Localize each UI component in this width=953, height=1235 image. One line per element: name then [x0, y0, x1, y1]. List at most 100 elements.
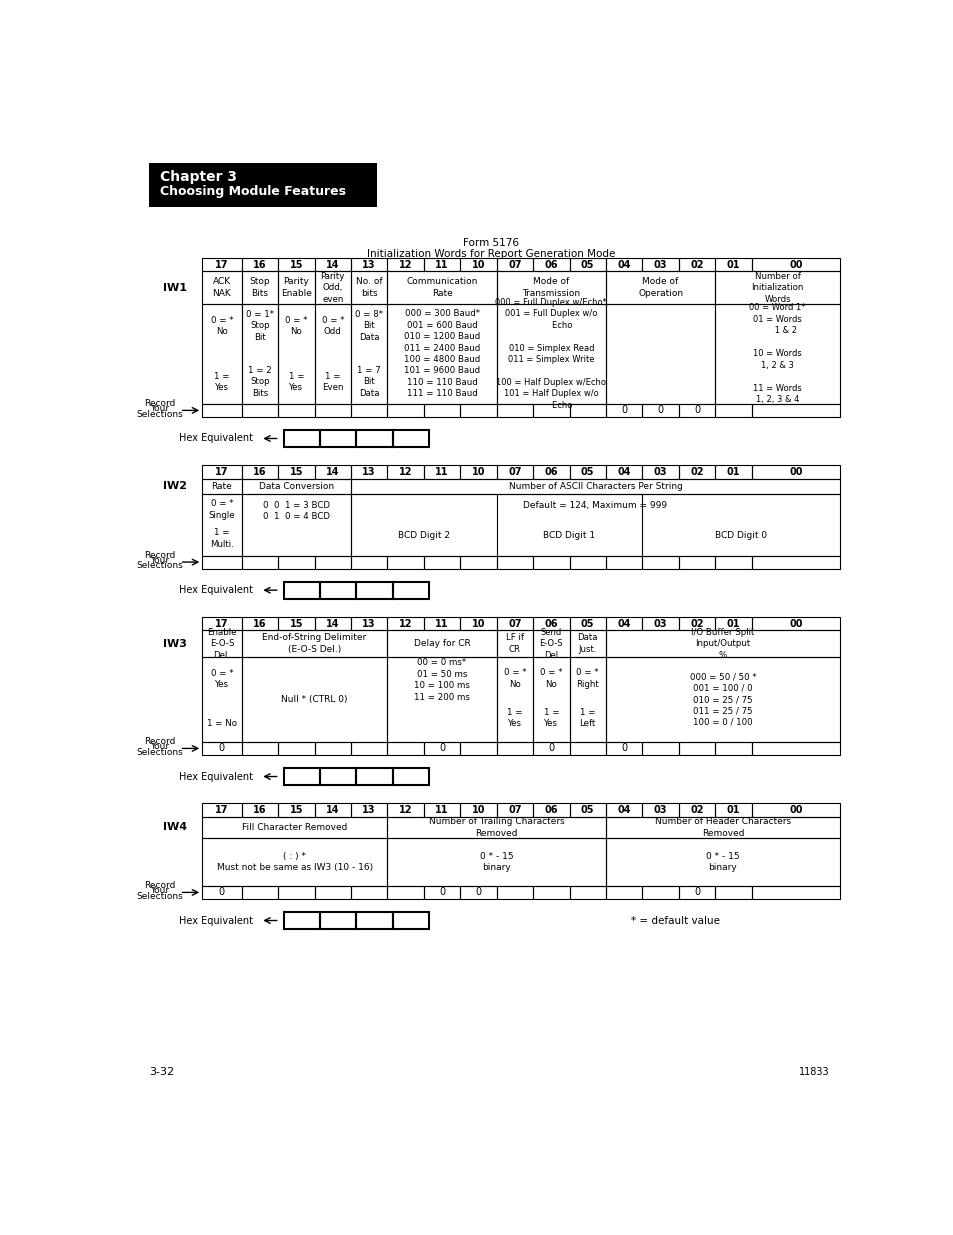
- Bar: [202, 258, 241, 272]
- Bar: [351, 556, 387, 568]
- Bar: [278, 556, 314, 568]
- Bar: [569, 657, 605, 742]
- Bar: [679, 618, 715, 630]
- Text: 17: 17: [215, 259, 229, 270]
- Bar: [497, 618, 533, 630]
- Bar: [314, 556, 351, 568]
- Text: Form 5176: Form 5176: [463, 238, 518, 248]
- Bar: [202, 885, 241, 899]
- Text: Fill Character Removed: Fill Character Removed: [242, 823, 347, 832]
- Bar: [202, 839, 387, 885]
- Text: Communication
Rate: Communication Rate: [406, 278, 477, 298]
- Bar: [641, 885, 679, 899]
- Text: 0 = *
No: 0 = * No: [285, 315, 307, 336]
- Text: 01: 01: [726, 805, 740, 815]
- Text: Rate: Rate: [212, 482, 233, 490]
- Text: 04: 04: [617, 619, 630, 629]
- Bar: [751, 804, 840, 816]
- Bar: [387, 618, 423, 630]
- Text: 0 * - 15
binary: 0 * - 15 binary: [705, 852, 739, 872]
- Bar: [605, 804, 641, 816]
- Bar: [533, 657, 569, 742]
- Bar: [497, 272, 605, 304]
- Bar: [497, 657, 533, 742]
- Bar: [202, 556, 241, 568]
- Text: Parity
Odd,
even: Parity Odd, even: [320, 272, 345, 304]
- Text: 0 = *
Odd: 0 = * Odd: [321, 315, 344, 336]
- Bar: [278, 466, 314, 478]
- Text: 0: 0: [218, 743, 225, 753]
- Text: 11: 11: [435, 259, 448, 270]
- Bar: [533, 556, 569, 568]
- Bar: [356, 768, 393, 785]
- Bar: [423, 466, 459, 478]
- Bar: [241, 404, 278, 417]
- Bar: [751, 618, 840, 630]
- Bar: [314, 885, 351, 899]
- Bar: [387, 466, 423, 478]
- Bar: [459, 556, 497, 568]
- Text: 0 = *
No: 0 = * No: [503, 668, 526, 689]
- Bar: [459, 258, 497, 272]
- Bar: [423, 258, 459, 272]
- Text: 0 = *
No: 0 = * No: [211, 315, 233, 336]
- Text: Number of ASCII Characters Per String: Number of ASCII Characters Per String: [508, 482, 681, 490]
- Bar: [393, 768, 429, 785]
- Bar: [319, 582, 356, 599]
- Bar: [679, 742, 715, 755]
- Bar: [641, 556, 679, 568]
- Text: Record: Record: [144, 399, 175, 408]
- Text: 0 = *
Right: 0 = * Right: [576, 668, 598, 689]
- Text: 1 =
Yes: 1 = Yes: [289, 372, 304, 391]
- Text: 00: 00: [788, 467, 801, 477]
- Bar: [278, 742, 314, 755]
- Bar: [202, 657, 241, 742]
- Text: Send
E-O-S
Del: Send E-O-S Del: [539, 627, 562, 659]
- Text: 15: 15: [290, 805, 303, 815]
- Bar: [351, 404, 387, 417]
- Bar: [715, 885, 751, 899]
- Text: 05: 05: [580, 805, 594, 815]
- Bar: [459, 885, 497, 899]
- Text: 1 =
Yes: 1 = Yes: [543, 708, 558, 729]
- Text: 12: 12: [398, 467, 412, 477]
- Bar: [393, 911, 429, 929]
- Bar: [278, 404, 314, 417]
- Bar: [423, 556, 459, 568]
- Bar: [387, 657, 497, 742]
- Text: 1 =
Multi.: 1 = Multi.: [210, 529, 233, 548]
- Bar: [497, 466, 533, 478]
- Bar: [641, 618, 679, 630]
- Bar: [319, 911, 356, 929]
- Text: 16: 16: [253, 805, 267, 815]
- Text: 1 = 2
Stop
Bits: 1 = 2 Stop Bits: [248, 366, 272, 398]
- Bar: [497, 885, 533, 899]
- Text: Mode of
Operation: Mode of Operation: [638, 278, 682, 298]
- Text: 000 = 50 / 50 *
001 = 100 / 0
010 = 25 / 75
011 = 25 / 75
100 = 0 / 100: 000 = 50 / 50 * 001 = 100 / 0 010 = 25 /…: [689, 672, 756, 727]
- Text: 10: 10: [471, 259, 485, 270]
- Bar: [393, 430, 429, 447]
- Bar: [533, 742, 569, 755]
- Text: 12: 12: [398, 805, 412, 815]
- Bar: [605, 404, 641, 417]
- Bar: [715, 804, 751, 816]
- Text: ACK
NAK: ACK NAK: [213, 278, 231, 298]
- Text: 12: 12: [398, 259, 412, 270]
- Bar: [605, 556, 641, 568]
- Text: Record: Record: [144, 881, 175, 890]
- Text: 17: 17: [215, 619, 229, 629]
- Bar: [149, 163, 377, 207]
- Bar: [241, 556, 278, 568]
- Text: 11833: 11833: [798, 1067, 828, 1077]
- Text: 02: 02: [690, 467, 703, 477]
- Bar: [351, 478, 840, 494]
- Bar: [241, 494, 351, 556]
- Text: Number of Trailing Characters
Removed: Number of Trailing Characters Removed: [428, 818, 564, 837]
- Bar: [202, 272, 241, 304]
- Bar: [569, 556, 605, 568]
- Text: 3-32: 3-32: [149, 1067, 173, 1077]
- Bar: [605, 272, 715, 304]
- Bar: [423, 885, 459, 899]
- Bar: [202, 618, 241, 630]
- Bar: [751, 466, 840, 478]
